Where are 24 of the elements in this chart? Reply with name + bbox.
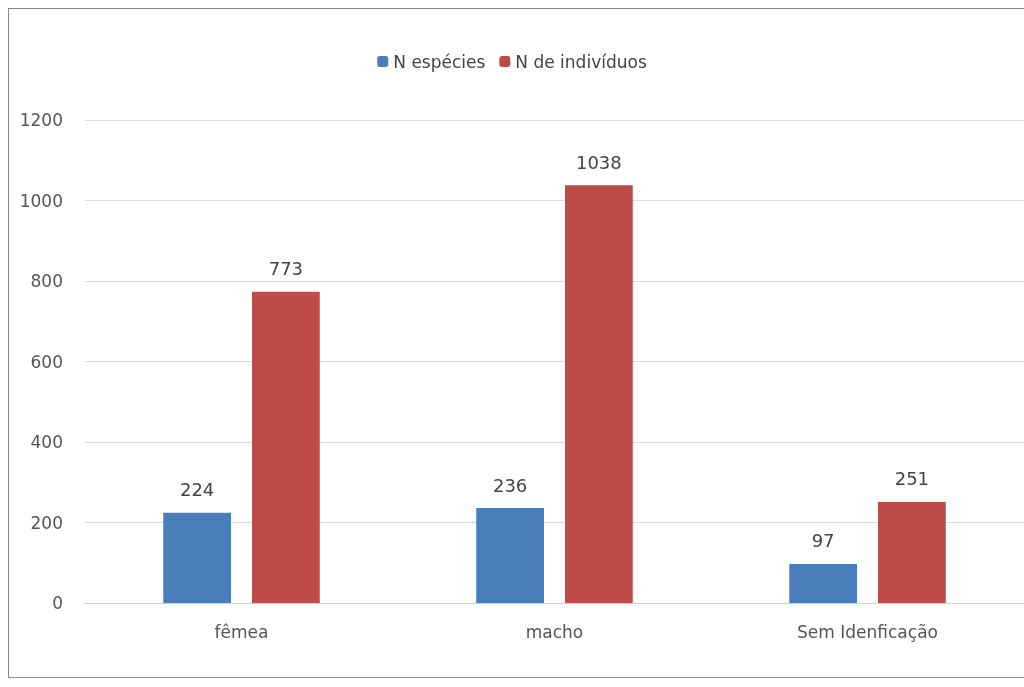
bar — [252, 291, 320, 603]
bar — [163, 512, 231, 603]
y-tick-label: 800 — [30, 271, 63, 291]
data-label: 251 — [894, 468, 930, 490]
data-label: 236 — [492, 474, 528, 496]
y-tick-label: 400 — [30, 432, 63, 452]
x-tick-label: Sem Idenficação — [797, 621, 938, 642]
data-label: 773 — [268, 258, 304, 280]
data-label: 1038 — [575, 151, 622, 173]
bar — [878, 501, 946, 603]
y-tick-label: 0 — [52, 593, 63, 613]
legend-label: N espécies — [393, 51, 486, 72]
x-tick-label: fêmea — [214, 621, 269, 642]
bar — [789, 563, 857, 603]
bar — [565, 185, 633, 603]
data-label: 224 — [179, 479, 215, 501]
y-tick-label: 200 — [30, 512, 63, 533]
y-tick-label: 600 — [30, 351, 63, 372]
legend-label: N de indivíduos — [515, 51, 647, 72]
bar — [476, 508, 544, 603]
y-tick-label: 1000 — [19, 190, 63, 211]
data-label: 97 — [811, 530, 835, 552]
x-tick-label: macho — [525, 621, 584, 642]
y-tick-label: 1200 — [19, 110, 63, 130]
